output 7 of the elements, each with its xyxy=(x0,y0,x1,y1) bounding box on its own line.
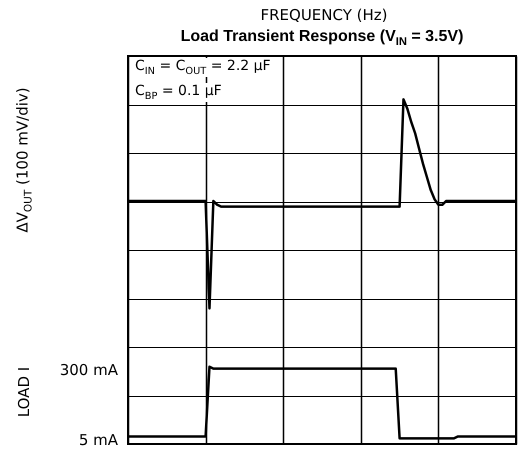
text: 5 mA xyxy=(78,431,119,449)
text: FREQUENCY (Hz) xyxy=(259,6,388,24)
text: 300 mA xyxy=(58,361,119,379)
text: C$_{IN}$ = C$_{OUT}$ = 2.2 μF xyxy=(133,58,273,77)
annotation: C$_{BP}$ = 0.1 μF xyxy=(133,83,224,102)
text: LOAD I xyxy=(15,366,33,418)
chart-title: Load Transient Response (V$_{IN}$ = 3.5V) xyxy=(180,28,464,48)
